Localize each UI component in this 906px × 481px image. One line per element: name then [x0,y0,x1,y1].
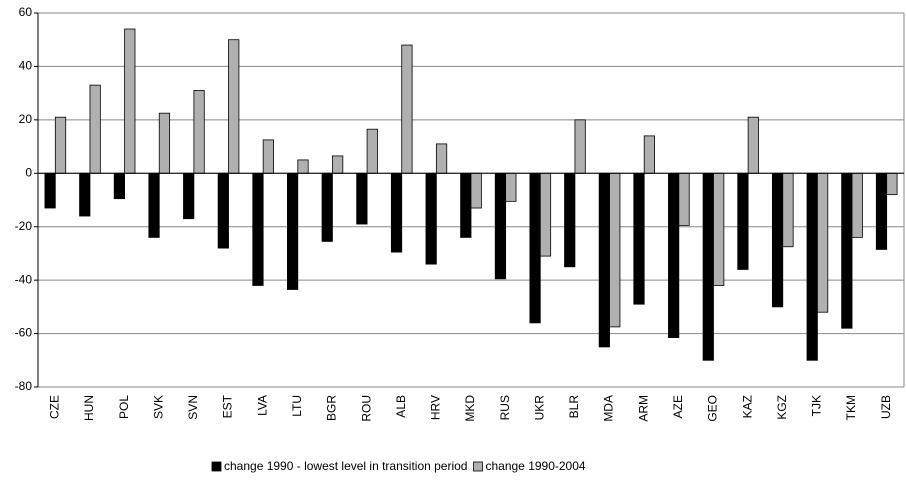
bar [564,172,576,268]
bar [158,112,171,174]
bar [113,172,126,200]
bar [321,172,333,242]
x-tick-label: CZE [47,395,61,419]
bar [332,155,344,174]
y-tick-label: 40 [19,59,33,73]
x-tick-label: BLR [567,395,581,419]
y-tick-label: -20 [15,219,33,233]
x-tick-label: GEO [706,395,720,422]
bar [252,172,264,286]
bar [609,172,621,328]
bar [633,172,645,305]
bar [356,172,368,225]
x-tick-label: UKR [532,395,546,421]
x-tick-label: AZE [671,395,685,418]
bar [425,172,437,265]
bar [771,172,784,308]
x-tick-label: ARM [636,395,650,422]
x-tick-label: TJK [810,395,824,416]
x-tick-label: UZB [879,395,893,419]
bar [89,84,101,174]
x-tick-label: BGR [325,395,339,421]
bar [598,172,610,348]
bar [470,172,482,209]
bar [574,119,586,174]
bar [817,172,829,313]
x-tick-label: TKM [844,395,858,420]
bar [193,90,205,174]
x-tick-label: MKD [463,395,477,422]
x-tick-label: RUS [498,395,512,420]
y-tick-label: 20 [19,112,33,126]
bar [435,143,448,174]
bar [217,172,229,249]
bar [401,44,413,174]
legend-label: change 1990 - lowest level in transition… [224,459,467,473]
bar [747,116,759,174]
bar [148,172,160,238]
x-tick-label: EST [221,394,235,418]
bar [297,159,309,174]
y-tick-label: 60 [19,5,33,19]
bar [228,39,240,174]
x-tick-label: KAZ [740,395,754,418]
y-tick-label: -40 [15,272,33,286]
bar [505,172,517,202]
bar [287,172,299,290]
x-tick-label: MDA [602,395,616,422]
bar [737,172,749,270]
x-tick-label: HUN [82,395,96,421]
bar [79,172,91,217]
bar [529,172,541,324]
x-tick-label: ROU [359,395,373,422]
x-tick-label: LTU [290,395,304,417]
y-tick-label: -60 [15,326,33,340]
bar [678,172,690,226]
x-tick-label: ALB [394,395,408,418]
x-tick-label: SVK [151,395,165,419]
bar [702,172,714,361]
y-tick-label: -80 [15,379,33,393]
legend-swatch [473,461,483,472]
y-tick-label: 0 [25,165,32,179]
bar [124,28,136,174]
legend-label: change 1990-2004 [485,459,585,473]
bar [54,116,67,174]
bar [806,172,818,361]
bar [494,172,507,280]
legend-swatch [211,461,222,472]
x-tick-label: SVN [186,395,200,420]
bar [643,135,655,174]
bar [539,172,552,257]
bar [262,139,274,174]
x-tick-label: POL [117,395,131,419]
x-tick-label: KGZ [775,395,789,420]
bar [668,172,680,338]
bar [183,172,195,220]
bar [390,172,403,253]
bar [886,172,898,196]
bar [460,172,472,238]
bar [366,128,378,174]
bar [44,172,56,209]
bar [782,172,794,248]
bar [713,172,725,286]
bar [875,172,888,250]
bar [841,172,853,329]
x-tick-label: HRV [429,395,443,420]
bar [851,172,863,238]
x-tick-label: LVA [255,395,269,416]
